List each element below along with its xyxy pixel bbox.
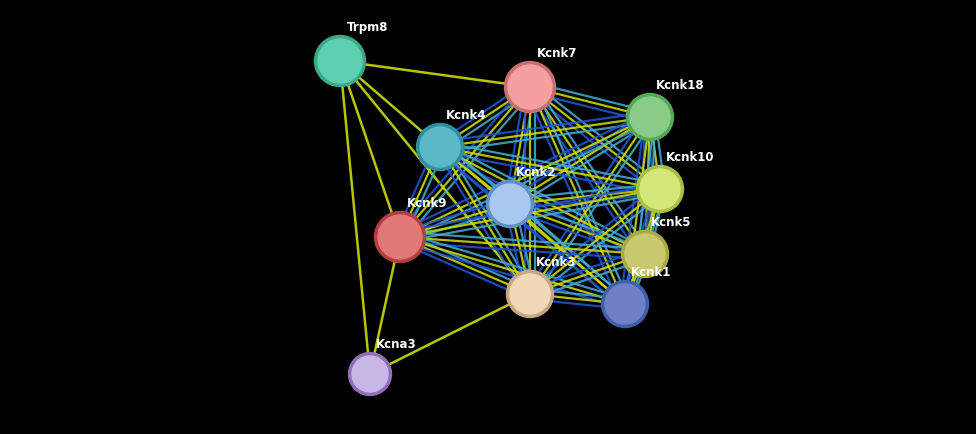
Text: Kcnk5: Kcnk5 bbox=[651, 216, 692, 228]
Circle shape bbox=[507, 271, 553, 318]
Circle shape bbox=[417, 124, 464, 171]
Text: Kcnk4: Kcnk4 bbox=[446, 109, 486, 122]
Text: Kcnk1: Kcnk1 bbox=[631, 265, 671, 278]
Circle shape bbox=[490, 184, 530, 224]
Circle shape bbox=[601, 281, 648, 328]
Text: Kcnk9: Kcnk9 bbox=[407, 197, 447, 210]
Circle shape bbox=[348, 353, 391, 395]
Circle shape bbox=[630, 98, 670, 138]
Text: Kcna3: Kcna3 bbox=[376, 337, 416, 350]
Circle shape bbox=[314, 36, 365, 87]
Circle shape bbox=[318, 40, 362, 84]
Circle shape bbox=[625, 234, 665, 274]
Circle shape bbox=[622, 231, 669, 278]
Circle shape bbox=[627, 94, 673, 141]
Text: Kcnk2: Kcnk2 bbox=[516, 166, 556, 178]
Text: Kcnk18: Kcnk18 bbox=[656, 79, 705, 92]
Text: Kcnk3: Kcnk3 bbox=[536, 256, 577, 268]
Circle shape bbox=[510, 274, 550, 314]
Text: Kcnk10: Kcnk10 bbox=[666, 151, 714, 164]
Circle shape bbox=[605, 284, 645, 324]
Circle shape bbox=[636, 166, 683, 213]
Circle shape bbox=[420, 128, 460, 168]
Circle shape bbox=[352, 356, 388, 392]
Circle shape bbox=[508, 66, 552, 110]
Text: Trpm8: Trpm8 bbox=[346, 21, 388, 34]
Circle shape bbox=[486, 181, 534, 228]
Circle shape bbox=[375, 212, 426, 263]
Circle shape bbox=[378, 216, 422, 260]
Text: Kcnk7: Kcnk7 bbox=[537, 47, 577, 60]
Circle shape bbox=[640, 170, 680, 210]
Circle shape bbox=[505, 62, 555, 113]
